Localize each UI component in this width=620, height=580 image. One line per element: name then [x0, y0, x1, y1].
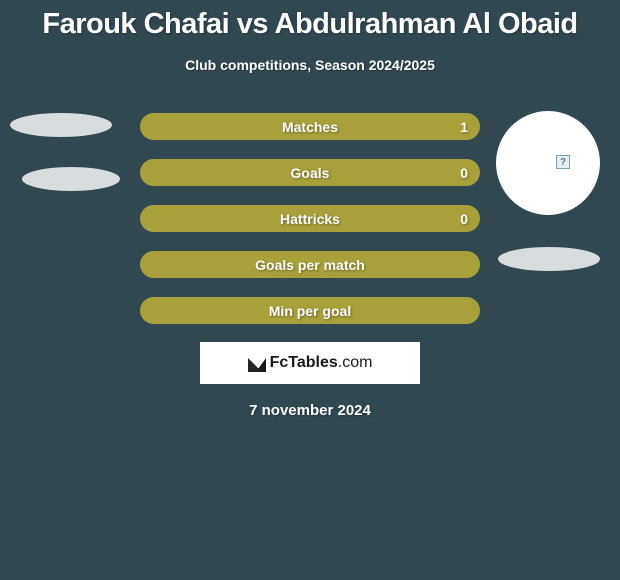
stat-bar: Min per goal: [140, 297, 480, 324]
branding-chart-icon: [248, 354, 266, 372]
stat-bar-label: Goals: [291, 165, 330, 181]
player-ellipse: [22, 167, 120, 191]
stat-bar: Goals 0: [140, 159, 480, 186]
comparison-content: Matches 1 Goals 0 Hattricks 0 Goals per match M…: [0, 113, 620, 419]
stat-bars: Matches 1 Goals 0 Hattricks 0 Goals per match M…: [140, 113, 480, 324]
stat-bar-label: Goals per match: [255, 257, 365, 273]
stat-bar-value: 0: [460, 165, 468, 181]
branding-text: FcTables.com: [270, 354, 373, 372]
stat-bar-label: Min per goal: [269, 303, 351, 319]
stat-bar-value: 0: [460, 211, 468, 227]
stat-bar-label: Hattricks: [280, 211, 340, 227]
player-avatar-placeholder: [496, 111, 600, 215]
stat-bar: Matches 1: [140, 113, 480, 140]
snapshot-date: 7 november 2024: [0, 402, 620, 419]
stat-bar: Hattricks 0: [140, 205, 480, 232]
page-title: Farouk Chafai vs Abdulrahman Al Obaid: [0, 0, 620, 41]
player-ellipse: [10, 113, 112, 137]
stat-bar-label: Matches: [282, 119, 338, 135]
season-subtitle: Club competitions, Season 2024/2025: [0, 57, 620, 73]
branding-badge: FcTables.com: [200, 342, 420, 384]
image-placeholder-icon: ?: [556, 155, 570, 169]
player-ellipse: [498, 247, 600, 271]
stat-bar: Goals per match: [140, 251, 480, 278]
stat-bar-value: 1: [460, 119, 468, 135]
